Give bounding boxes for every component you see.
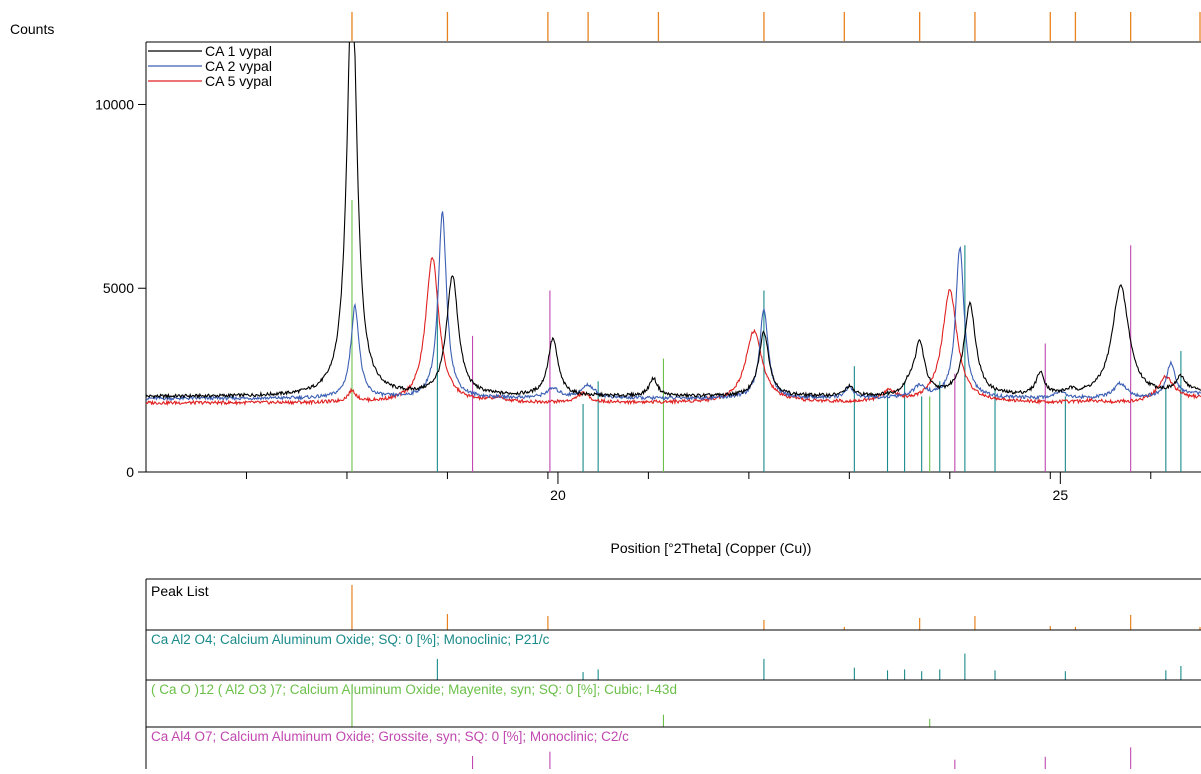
reference-pattern-label: Ca Al4 O7; Calcium Aluminum Oxide; Gross… bbox=[151, 729, 629, 744]
reference-pattern-label: ( Ca O )12 ( Al2 O3 )7; Calcium Aluminum… bbox=[151, 682, 677, 697]
reference-pattern-label: Ca Al2 O4; Calcium Aluminum Oxide; SQ: 0… bbox=[151, 632, 550, 647]
peak-list-title: Peak List bbox=[151, 583, 209, 599]
main-plot: Counts 0 5000 10000 20 25 Position [°2Theta] (… bbox=[10, 12, 1201, 556]
legend-label: CA 1 vypal bbox=[205, 43, 272, 59]
x-tick-label: 25 bbox=[1053, 487, 1069, 503]
y-tick-label: 5000 bbox=[103, 280, 134, 296]
y-axis-title: Counts bbox=[10, 21, 54, 37]
legend-label: CA 2 vypal bbox=[205, 58, 272, 74]
series-line-ca-1-vypal bbox=[145, 41, 1201, 400]
series-line-ca-2-vypal bbox=[145, 211, 1201, 402]
y-tick-label: 0 bbox=[126, 464, 134, 480]
series-line-ca-5-vypal bbox=[145, 256, 1201, 407]
y-tick-label: 10000 bbox=[95, 96, 134, 112]
x-tick-label: 20 bbox=[550, 487, 566, 503]
legend-label: CA 5 vypal bbox=[205, 73, 272, 89]
peak-list-panel: Peak List Ca Al2 O4; Calcium Aluminum Oxi… bbox=[145, 578, 1201, 769]
x-axis-title: Position [°2Theta] (Copper (Cu)) bbox=[611, 540, 812, 556]
